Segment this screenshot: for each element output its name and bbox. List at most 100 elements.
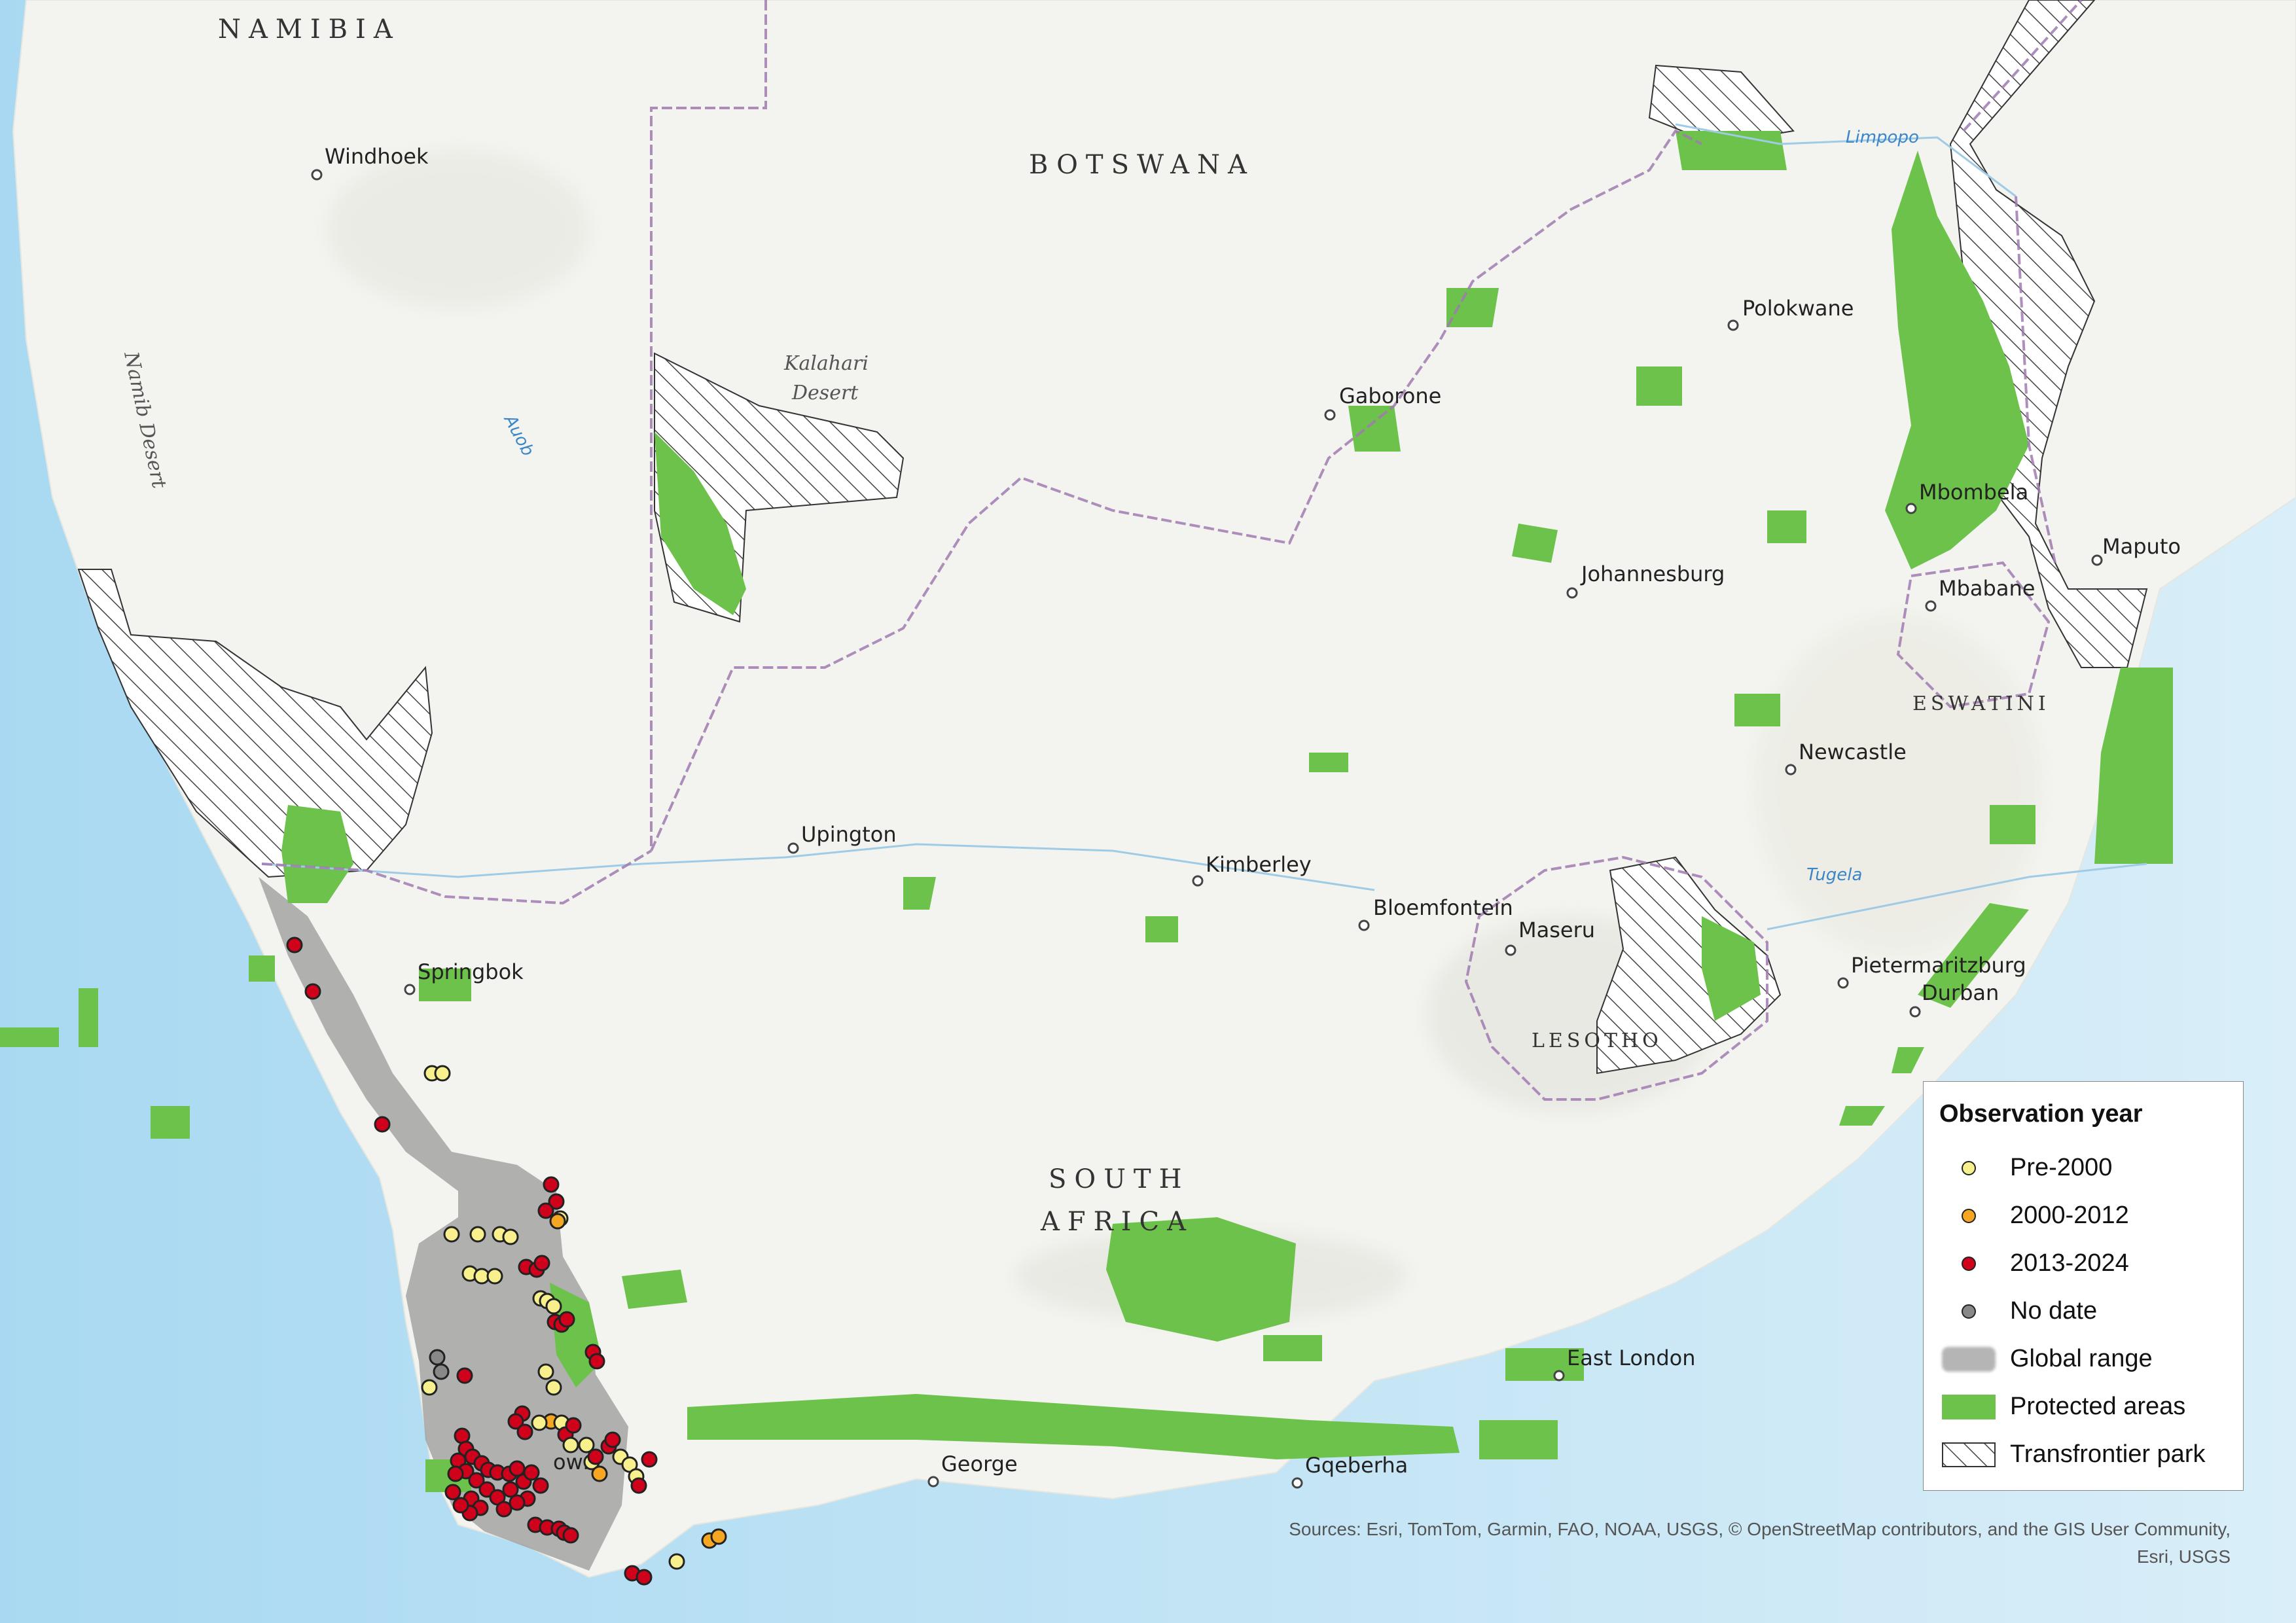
legend-label: 2000-2012 xyxy=(2010,1202,2129,1229)
no-date-marker xyxy=(1962,1304,1976,1319)
svg-text:Newcastle: Newcastle xyxy=(1799,740,1907,764)
sources-line-1: Sources: Esri, TomTom, Garmin, FAO, NOAA… xyxy=(1289,1519,2231,1539)
country-label-eswatini: ESWATINI xyxy=(1912,692,2050,715)
observation-point xyxy=(545,1379,562,1396)
protected-area-karoo xyxy=(1106,1217,1296,1342)
city-upington: Upington xyxy=(787,822,897,854)
protected-area-east-cape-2 xyxy=(1263,1335,1322,1361)
protected-area-marine-east-3 xyxy=(1892,1047,1924,1073)
city-johannesburg: Johannesburg xyxy=(1566,562,1725,599)
country-label-lesotho: LESOTHO xyxy=(1532,1029,1662,1052)
cities: Windhoek Gaborone Polokwane Mbombela Map… xyxy=(311,144,2181,1489)
observation-point xyxy=(565,1417,582,1434)
legend-label: Protected areas xyxy=(2010,1393,2186,1420)
observation-point xyxy=(543,1176,560,1193)
city-maputo: Maputo xyxy=(2091,534,2181,566)
city-gqeberha: Gqeberha xyxy=(1291,1453,1408,1489)
2000-2012-marker xyxy=(1962,1208,1976,1223)
legend-label: No date xyxy=(2010,1297,2098,1325)
observation-point xyxy=(444,1484,461,1501)
city-mbombela: Mbombela xyxy=(1905,480,2028,514)
border-namibia-south-africa xyxy=(261,849,653,905)
protected-area-marine-west xyxy=(0,1027,59,1047)
observation-point xyxy=(578,1436,595,1454)
protected-area-east-cape xyxy=(1505,1348,1584,1381)
svg-text:Mbombela: Mbombela xyxy=(1919,480,2028,505)
protected-area-marine-east-2 xyxy=(1839,1106,1885,1126)
observation-point xyxy=(468,1472,485,1489)
observation-point xyxy=(641,1451,658,1468)
observation-point xyxy=(537,1363,554,1380)
country-labels: NAMIBIA BOTSWANA SOUTH AFRICA LESOTHO ES… xyxy=(218,14,2050,1237)
protected-area-offshore-1 xyxy=(1918,903,2029,1008)
svg-text:Polokwane: Polokwane xyxy=(1742,296,1854,321)
observation-point xyxy=(562,1436,579,1454)
river-label-limpopo: Limpopo xyxy=(1846,128,1919,147)
city-springbok: Springbok xyxy=(404,959,524,995)
observation-point xyxy=(421,1379,438,1396)
legend-item-transfrontier-park: Transfrontier park xyxy=(1939,1431,2227,1478)
country-label-south: SOUTH xyxy=(1049,1164,1189,1194)
protected-area-marine-west-4 xyxy=(249,955,275,982)
observation-point xyxy=(374,1116,391,1133)
observation-point xyxy=(548,1193,565,1210)
global-range xyxy=(259,877,628,1571)
svg-text:Maseru: Maseru xyxy=(1518,918,1595,942)
city-bloemfontein: Bloemfontein xyxy=(1358,895,1513,931)
observation-point xyxy=(604,1431,621,1448)
svg-text:Springbok: Springbok xyxy=(418,959,524,984)
border-eswatini xyxy=(1896,561,2051,709)
legend-item-global-range: Global range xyxy=(1939,1335,2227,1383)
svg-text:Kimberley: Kimberley xyxy=(1206,852,1312,877)
observation-point xyxy=(532,1477,549,1494)
sources-attribution: Sources: Esri, TomTom, Garmin, FAO, NOAA… xyxy=(1289,1516,2231,1571)
protected-area-richtersveld xyxy=(281,805,353,903)
city-east-london: East London xyxy=(1553,1346,1696,1382)
observation-point xyxy=(447,1465,464,1482)
protected-area-marine-west-3 xyxy=(151,1106,190,1139)
sources-line-2: Esri, USGS xyxy=(2136,1546,2231,1567)
legend-item-2013-2024: 2013-2024 xyxy=(1939,1240,2227,1287)
observation-point xyxy=(587,1448,604,1465)
protected-area-kgalagadi xyxy=(655,432,746,615)
feature-label-desert: Desert xyxy=(791,382,859,404)
rivers xyxy=(261,123,2147,931)
observation-point xyxy=(502,1228,519,1245)
protected-areas-swatch xyxy=(1942,1394,1996,1419)
observation-point xyxy=(630,1477,647,1494)
observation-point xyxy=(549,1213,566,1230)
city-george: George xyxy=(927,1452,1018,1488)
observation-point xyxy=(562,1527,579,1544)
legend-label: Transfrontier park xyxy=(2010,1440,2206,1468)
river-limpopo xyxy=(1675,123,2017,198)
transfrontier-park-maloti xyxy=(1596,856,1782,1075)
observation-point xyxy=(495,1501,512,1518)
observation-point xyxy=(523,1464,540,1481)
protected-area-isimangaliso xyxy=(2094,668,2173,864)
observation-point xyxy=(591,1465,608,1482)
observation-point xyxy=(456,1367,473,1384)
pre-2000-marker xyxy=(1962,1160,1976,1175)
city-windhoek: Windhoek xyxy=(311,144,429,181)
country-label-botswana: BOTSWANA xyxy=(1029,150,1255,180)
legend: Observation year Pre-2000 2000-2012 2013… xyxy=(1923,1081,2244,1491)
country-borders xyxy=(261,0,2083,1101)
river-tugela xyxy=(1767,863,2147,931)
svg-text:Upington: Upington xyxy=(801,822,897,847)
svg-text:Gqeberha: Gqeberha xyxy=(1305,1453,1408,1478)
protected-area-kzn xyxy=(1990,805,2036,844)
country-label-namibia: NAMIBIA xyxy=(218,14,401,45)
protected-area-limpopo-3 xyxy=(1767,510,1806,543)
observation-point xyxy=(452,1497,469,1514)
observation-point xyxy=(502,1481,519,1498)
observation-point xyxy=(636,1569,653,1586)
protected-area-marine-east xyxy=(1479,1420,1558,1459)
protected-area-marine-west-2 xyxy=(79,988,98,1047)
svg-text:East London: East London xyxy=(1567,1346,1696,1370)
observation-point xyxy=(668,1553,685,1570)
protected-area-pilanesberg xyxy=(1512,524,1558,563)
observation-point xyxy=(710,1528,727,1545)
protected-area-welgevonden xyxy=(1348,406,1401,452)
observation-points xyxy=(286,936,727,1586)
